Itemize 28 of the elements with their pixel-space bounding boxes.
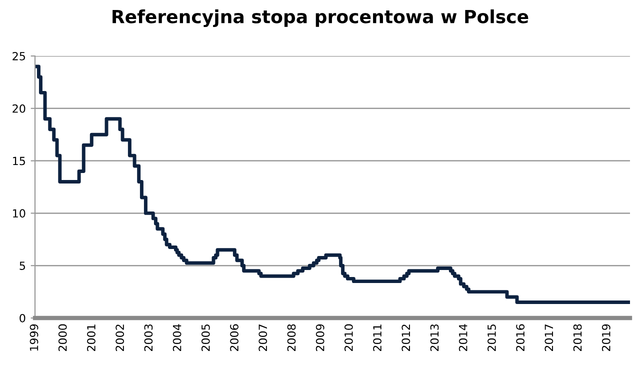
y-tick-label: 0 [20,314,26,322]
chart-title: Referencyjna stopa procentowa w Polsce [112,9,528,28]
x-tick-label: 2017 [544,324,554,352]
y-tick-label: 5 [20,262,25,270]
x-tick-label: 2014 [458,324,468,352]
y-tick-label: 25 [12,52,25,60]
y-tick-label: 20 [12,104,26,113]
x-tick-label: 2008 [287,324,296,352]
y-tick-label: 10 [13,209,26,218]
x-tick-label: 2002 [116,324,124,352]
x-tick-label: 2011 [373,324,382,352]
x-tick-label: 2012 [402,324,410,352]
x-tick-label: 2015 [488,324,496,352]
x-tick-label: 2018 [573,324,582,352]
x-tick-label: 2006 [230,324,238,352]
x-tick-label: 2004 [172,324,182,352]
x-tick-label: 2000 [58,324,67,352]
x-tick-label: 2005 [201,324,210,352]
x-tick-label: 2010 [344,324,353,352]
x-tick-label: 2016 [516,324,525,352]
y-tick-label: 15 [13,156,25,166]
x-tick-label: 2007 [258,324,268,352]
x-tick-label: 2019 [602,324,610,352]
x-tick-label: 2013 [430,324,439,352]
x-tick-label: 2009 [316,324,324,352]
x-tick-label: 1999 [30,324,38,351]
x-tick-label: 2001 [87,324,96,352]
x-tick-label: 2003 [144,324,153,352]
